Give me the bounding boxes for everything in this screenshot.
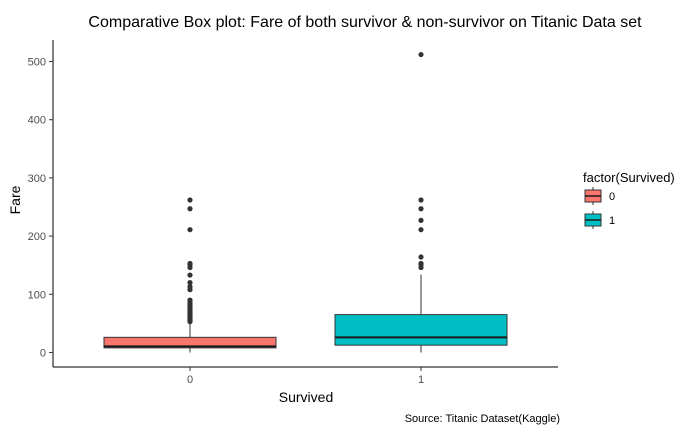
box-1 [334, 314, 508, 346]
outlier-point [187, 227, 193, 233]
outlier-point [187, 280, 193, 286]
chart-caption: Source: Titanic Dataset(Kaggle) [405, 413, 560, 425]
y-tick-label: 400 [28, 115, 46, 127]
outlier-point [187, 206, 193, 212]
legend-label: 0 [609, 191, 615, 203]
legend-entry-1: 1 [584, 211, 615, 229]
x-axis-title: Survived [279, 389, 333, 405]
y-tick-label: 0 [40, 347, 46, 359]
outlier-point [418, 260, 424, 267]
outlier-point [418, 217, 424, 223]
y-tick-label: 500 [28, 57, 46, 69]
y-tick-label: 200 [28, 231, 46, 243]
x-tick-label: 0 [187, 374, 193, 386]
box-series [103, 51, 508, 353]
outlier-point [418, 254, 424, 260]
box-0 [103, 336, 277, 349]
box-group-1 [334, 51, 508, 353]
box-group-0 [103, 197, 277, 353]
outlier-point [187, 272, 193, 278]
outlier-point [187, 297, 193, 303]
y-tick-label: 300 [28, 173, 46, 185]
outlier-point [187, 260, 193, 267]
y-axis-title: Fare [7, 185, 23, 214]
legend-entry-0: 0 [584, 187, 615, 205]
legend-title: factor(Survived) [583, 170, 675, 185]
outlier-point [187, 197, 193, 203]
legend-label: 1 [609, 215, 615, 227]
legend: factor(Survived) 01 [583, 170, 675, 229]
chart-title: Comparative Box plot: Fare of both survi… [88, 14, 642, 31]
y-axis-ticks: 0 100 200 300 400 500 [28, 57, 53, 359]
legend-entries: 01 [584, 187, 615, 229]
outlier-point [418, 51, 424, 58]
y-tick-label: 100 [28, 289, 46, 301]
x-tick-label: 1 [418, 374, 424, 386]
outlier-point [418, 227, 424, 233]
outlier-point [187, 284, 193, 290]
outlier-point [418, 206, 424, 212]
outlier-point [418, 197, 424, 203]
